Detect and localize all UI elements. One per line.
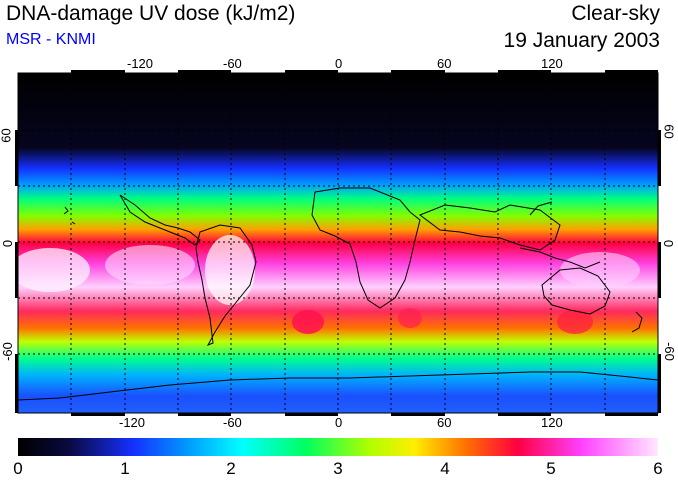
- sky-mode-label: Clear-sky: [571, 2, 660, 25]
- colorbar-label: 1: [120, 459, 130, 478]
- source-label: MSR - KNMI: [6, 31, 96, 48]
- low-uv-patch: [557, 310, 593, 334]
- lon-tick-bottom: 60: [437, 415, 452, 430]
- coastlines: [18, 187, 658, 401]
- high-uv-patch: [18, 248, 90, 292]
- low-uv-patch: [398, 308, 422, 328]
- new-zealand-coast: [631, 311, 643, 333]
- date-label: 19 January 2003: [503, 29, 660, 52]
- australia-coast: [541, 267, 611, 315]
- maritime-se-asia-coast: [519, 247, 601, 269]
- low-uv-patch: [292, 310, 324, 334]
- antarctica-coast: [18, 371, 658, 401]
- lon-tick-bottom: 120: [541, 415, 563, 430]
- lon-tick-bottom: 0: [335, 415, 343, 430]
- lon-tick-top: 120: [541, 56, 563, 71]
- high-uv-patch: [105, 245, 195, 285]
- japan-coast: [529, 201, 553, 216]
- asia-coast: [418, 204, 561, 251]
- pacific-island: [63, 206, 69, 215]
- colorbar-label: 3: [333, 459, 343, 478]
- lon-tick-top: 60: [437, 56, 452, 71]
- lon-tick-top: -120: [127, 56, 154, 71]
- colorbar-label: 5: [546, 459, 556, 478]
- colorbar-label: 2: [226, 459, 236, 478]
- south-america-coast: [195, 224, 257, 346]
- lon-tick-bottom: -120: [119, 415, 146, 430]
- map-title: DNA-damage UV dose (kJ/m2): [6, 2, 296, 25]
- colorbar-label: 4: [440, 459, 450, 478]
- lon-tick-top: -60: [223, 56, 242, 71]
- high-uv-patch: [560, 252, 640, 288]
- pacific-island: [71, 221, 76, 225]
- lon-tick-top: 0: [335, 56, 343, 71]
- graticule: [18, 73, 658, 413]
- frame-ticks: [15, 70, 661, 416]
- lon-tick-bottom: -60: [223, 415, 242, 430]
- colorbar: [18, 438, 658, 456]
- colorbar-label: 0: [13, 459, 23, 478]
- high-uv-patch: [205, 235, 255, 305]
- colorbar-label: 6: [653, 459, 663, 478]
